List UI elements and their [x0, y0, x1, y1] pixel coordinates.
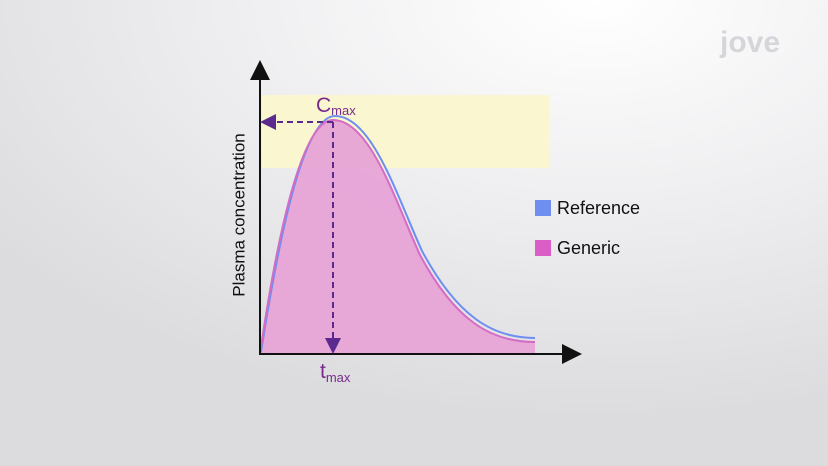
reference-curve [260, 114, 536, 353]
tmax-label: tmax [320, 360, 351, 386]
cmax-symbol: C [316, 94, 331, 117]
cmax-subscript: max [331, 103, 356, 118]
generic-area [260, 120, 535, 354]
tmax-subscript: max [326, 370, 351, 385]
cmax-label: Cmax [316, 94, 356, 119]
legend-label: Generic [557, 238, 620, 258]
tmax-symbol: t [320, 360, 326, 383]
legend-swatch [535, 240, 551, 256]
generic-curve [259, 118, 536, 355]
logo: jove [719, 26, 780, 59]
y-axis-label: Plasma concentration [229, 133, 248, 296]
legend-label: Reference [557, 198, 640, 218]
legend-swatch [535, 200, 551, 216]
